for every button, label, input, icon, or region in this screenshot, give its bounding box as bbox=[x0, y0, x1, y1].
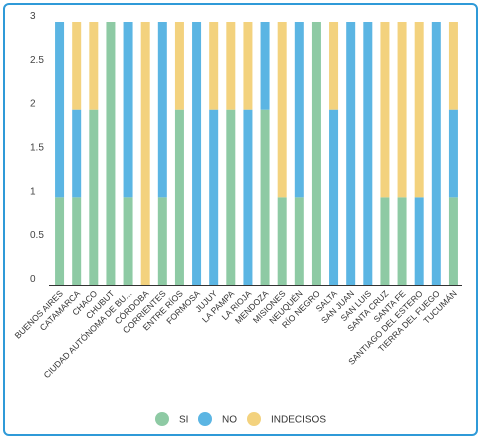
legend-swatch-indecisos[interactable] bbox=[247, 412, 261, 426]
bar-segment-si[interactable] bbox=[106, 22, 116, 285]
bar-segment-si[interactable] bbox=[277, 197, 287, 285]
bar-segment-si[interactable] bbox=[157, 197, 167, 285]
bar-segment-no[interactable] bbox=[431, 22, 441, 285]
y-tick-label: 1 bbox=[30, 186, 36, 197]
bar-segment-indecisos[interactable] bbox=[72, 22, 82, 110]
bar-segment-indecisos[interactable] bbox=[448, 22, 458, 110]
bar-segment-indecisos[interactable] bbox=[243, 22, 253, 110]
bar-segment-no[interactable] bbox=[260, 22, 270, 110]
bar-segment-si[interactable] bbox=[311, 22, 321, 285]
bar-segment-si[interactable] bbox=[260, 109, 270, 286]
bar-segment-si[interactable] bbox=[380, 197, 390, 285]
bar-segment-no[interactable] bbox=[209, 109, 219, 286]
bar-segment-no[interactable] bbox=[55, 22, 65, 198]
bar-segment-no[interactable] bbox=[243, 109, 253, 286]
legend-label-indecisos[interactable]: INDECISOS bbox=[271, 415, 326, 426]
bar-segment-indecisos[interactable] bbox=[226, 22, 236, 110]
bar-segment-si[interactable] bbox=[72, 197, 82, 285]
bar-segment-no[interactable] bbox=[329, 109, 339, 286]
bar-segment-no[interactable] bbox=[72, 109, 82, 198]
bar-segment-si[interactable] bbox=[448, 197, 458, 285]
bar-segment-si[interactable] bbox=[174, 109, 184, 286]
bar-segment-si[interactable] bbox=[123, 197, 133, 285]
bar-segment-no[interactable] bbox=[346, 22, 356, 285]
bar-segment-si[interactable] bbox=[226, 109, 236, 286]
y-tick-label: 3 bbox=[30, 11, 36, 22]
bar-segment-no[interactable] bbox=[363, 22, 373, 285]
y-tick-label: 2 bbox=[30, 99, 36, 110]
bar-segment-si[interactable] bbox=[397, 197, 407, 285]
bar-segment-indecisos[interactable] bbox=[174, 22, 184, 110]
legend-swatch-si[interactable] bbox=[155, 412, 169, 426]
legend-label-si[interactable]: SI bbox=[179, 415, 188, 426]
y-tick-label: 0.5 bbox=[30, 230, 44, 241]
bar-segment-no[interactable] bbox=[414, 197, 424, 285]
bar-segment-no[interactable] bbox=[123, 22, 133, 198]
bar-segment-si[interactable] bbox=[294, 197, 304, 285]
bar-segment-no[interactable] bbox=[448, 109, 458, 198]
bar-segment-indecisos[interactable] bbox=[89, 22, 99, 110]
bar-segment-indecisos[interactable] bbox=[140, 22, 150, 285]
bar-segment-indecisos[interactable] bbox=[209, 22, 219, 110]
y-tick-label: 1.5 bbox=[30, 143, 44, 154]
bar-segment-no[interactable] bbox=[192, 22, 202, 285]
bar-segment-no[interactable] bbox=[157, 22, 167, 198]
y-tick-label: 0 bbox=[30, 274, 36, 285]
bar-segment-si[interactable] bbox=[89, 109, 99, 286]
y-tick-label: 2.5 bbox=[30, 55, 44, 66]
bar-segment-indecisos[interactable] bbox=[277, 22, 287, 198]
bar-segment-indecisos[interactable] bbox=[329, 22, 339, 110]
legend-swatch-no[interactable] bbox=[198, 412, 212, 426]
bar-segment-no[interactable] bbox=[294, 22, 304, 198]
bar-segment-indecisos[interactable] bbox=[380, 22, 390, 198]
legend-label-no[interactable]: NO bbox=[222, 415, 237, 426]
bar-segment-indecisos[interactable] bbox=[397, 22, 407, 198]
bar-segment-indecisos[interactable] bbox=[414, 22, 424, 198]
bar-segment-si[interactable] bbox=[55, 197, 65, 285]
